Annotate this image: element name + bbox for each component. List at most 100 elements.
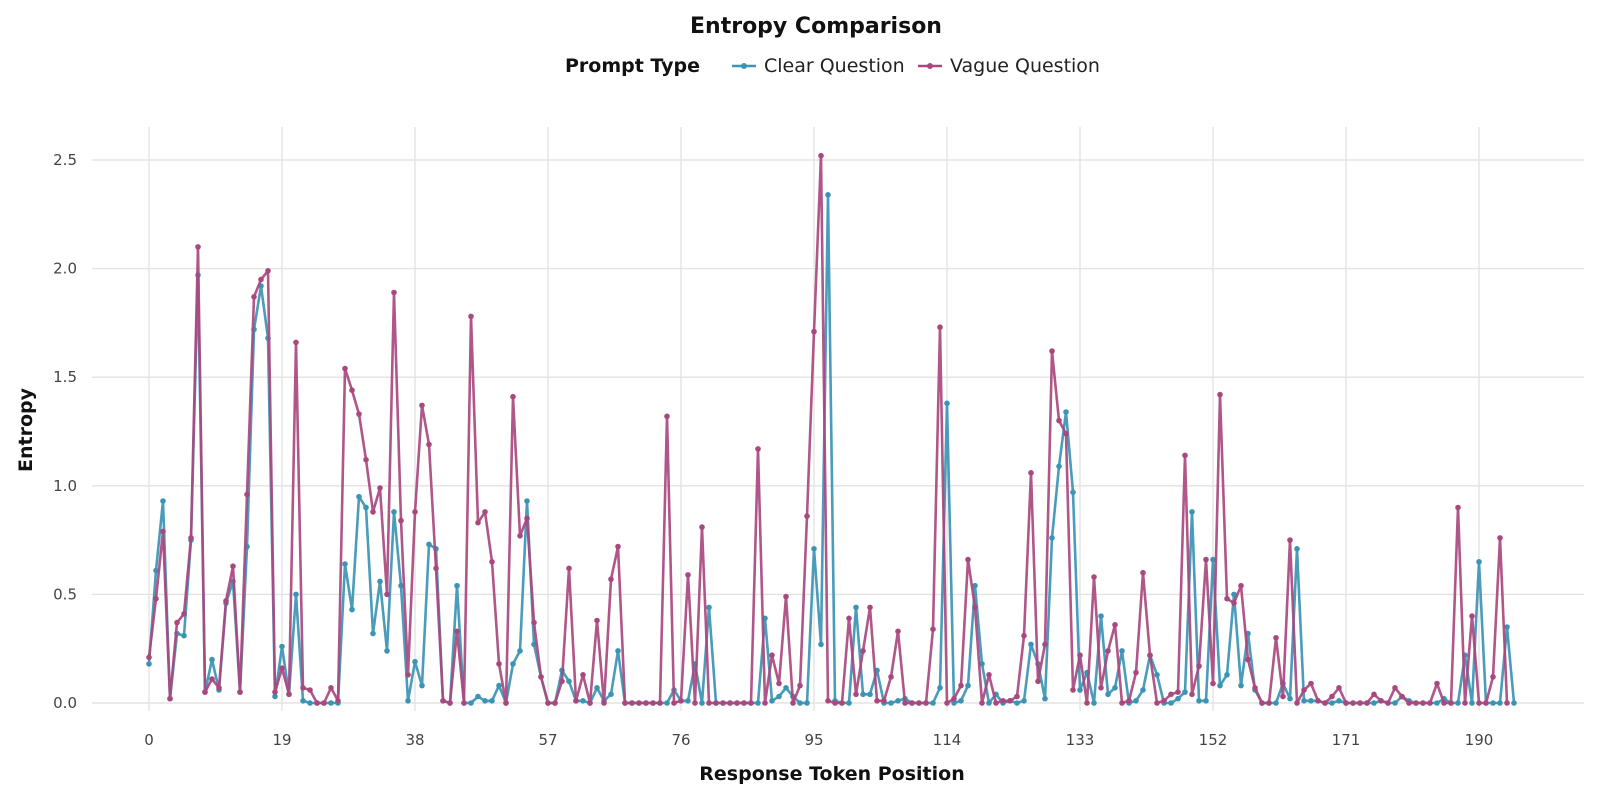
data-point-vague-question	[321, 700, 327, 706]
data-point-clear-question	[342, 561, 348, 567]
data-point-clear-question	[1490, 700, 1496, 706]
data-point-vague-question	[1217, 391, 1223, 398]
data-point-clear-question	[328, 700, 334, 706]
data-point-clear-question	[1056, 463, 1062, 470]
data-point-vague-question	[398, 517, 404, 524]
data-point-vague-question	[440, 698, 446, 704]
data-point-clear-question	[468, 700, 474, 706]
data-point-clear-question	[958, 698, 964, 704]
data-point-vague-question	[433, 565, 439, 572]
data-point-vague-question	[1182, 452, 1188, 459]
data-point-clear-question	[384, 648, 390, 654]
data-point-vague-question	[328, 685, 334, 691]
data-point-vague-question	[1203, 556, 1209, 563]
data-point-vague-question	[1497, 535, 1503, 541]
data-point-vague-question	[1091, 574, 1097, 580]
x-tick-label: 57	[538, 731, 557, 749]
data-point-vague-question	[1371, 691, 1377, 698]
data-point-vague-question	[853, 691, 859, 698]
data-point-clear-question	[1287, 695, 1293, 702]
data-point-clear-question	[937, 685, 943, 691]
data-point-vague-question	[1385, 700, 1391, 706]
data-point-vague-question	[251, 294, 257, 300]
data-point-clear-question	[664, 700, 670, 706]
data-point-clear-question	[1434, 700, 1440, 706]
data-point-clear-question	[972, 582, 978, 589]
data-point-vague-question	[965, 556, 971, 563]
data-point-vague-question	[811, 328, 817, 335]
data-point-clear-question	[1196, 698, 1202, 704]
x-tick-label: 76	[671, 731, 690, 749]
data-point-vague-question	[1070, 687, 1076, 693]
data-point-clear-question	[1014, 700, 1020, 706]
data-point-vague-question	[587, 700, 593, 706]
data-point-vague-question	[1406, 700, 1412, 706]
data-point-vague-question	[888, 674, 894, 680]
data-point-clear-question	[1308, 698, 1314, 704]
data-point-vague-question	[1427, 700, 1433, 706]
data-point-vague-question	[895, 628, 901, 635]
data-point-vague-question	[1315, 698, 1321, 704]
x-tick-label: 114	[933, 731, 962, 749]
data-point-clear-question	[426, 541, 432, 548]
data-point-vague-question	[272, 689, 278, 695]
data-point-vague-question	[1175, 689, 1181, 695]
data-point-vague-question	[1504, 700, 1510, 706]
data-point-vague-question	[454, 628, 460, 635]
data-point-vague-question	[839, 700, 845, 706]
data-point-vague-question	[265, 268, 271, 274]
data-point-vague-question	[867, 604, 873, 611]
data-point-vague-question	[510, 393, 516, 400]
data-point-vague-question	[1343, 700, 1349, 706]
data-point-clear-question	[482, 698, 488, 704]
data-point-vague-question	[797, 682, 803, 689]
data-point-vague-question	[622, 700, 628, 706]
data-point-vague-question	[972, 604, 978, 611]
chart-title: Entropy Comparison	[690, 14, 942, 39]
data-point-clear-question	[755, 700, 761, 706]
data-point-clear-question	[1105, 691, 1111, 698]
data-point-clear-question	[405, 698, 411, 704]
data-point-clear-question	[496, 682, 502, 689]
data-point-clear-question	[986, 700, 992, 706]
data-point-vague-question	[356, 411, 362, 417]
data-point-clear-question	[1392, 700, 1398, 706]
data-point-clear-question	[944, 400, 950, 407]
data-point-clear-question	[1336, 698, 1342, 704]
data-point-vague-question	[713, 700, 719, 706]
data-point-vague-question	[601, 700, 607, 706]
data-point-clear-question	[979, 661, 985, 667]
data-point-clear-question	[1028, 641, 1034, 648]
data-point-vague-question	[1126, 698, 1132, 704]
data-point-vague-question	[636, 700, 642, 706]
data-point-vague-question	[181, 611, 187, 617]
data-point-vague-question	[1441, 700, 1447, 706]
data-point-clear-question	[1098, 613, 1104, 619]
data-point-clear-question	[1175, 695, 1181, 702]
data-point-vague-question	[937, 324, 943, 331]
x-tick-label: 171	[1332, 731, 1361, 749]
data-point-vague-question	[496, 661, 502, 667]
data-point-vague-question	[1154, 700, 1160, 706]
series-line-clear-question	[147, 193, 1516, 705]
data-point-vague-question	[237, 689, 243, 695]
data-point-clear-question	[454, 582, 460, 589]
data-point-vague-question	[1392, 685, 1398, 691]
x-tick-label: 152	[1199, 731, 1228, 749]
data-point-clear-question	[1469, 700, 1475, 706]
data-point-vague-question	[762, 700, 768, 706]
data-point-vague-question	[1301, 687, 1307, 693]
data-point-vague-question	[1133, 669, 1139, 676]
data-point-vague-question	[1357, 700, 1363, 706]
data-point-clear-question	[279, 643, 285, 650]
data-point-vague-question	[846, 615, 852, 622]
data-point-clear-question	[489, 698, 495, 704]
data-point-vague-question	[1378, 698, 1384, 704]
data-point-vague-question	[1434, 680, 1440, 687]
data-point-vague-question	[1063, 430, 1069, 437]
data-point-vague-question	[909, 700, 915, 706]
data-point-vague-question	[1189, 691, 1195, 698]
data-point-clear-question	[1182, 689, 1188, 695]
data-point-vague-question	[153, 595, 159, 602]
data-point-vague-question	[293, 339, 299, 346]
